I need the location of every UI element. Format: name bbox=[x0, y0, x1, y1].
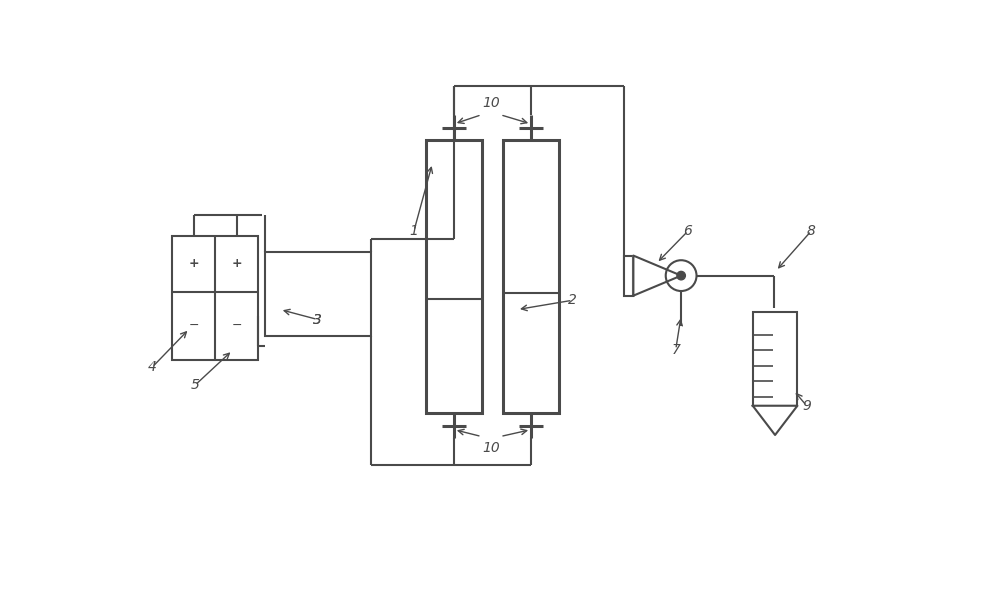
Text: 7: 7 bbox=[671, 343, 680, 356]
Polygon shape bbox=[633, 255, 681, 296]
Bar bbox=[172, 237, 258, 359]
Text: +: + bbox=[232, 257, 242, 270]
Bar bbox=[265, 252, 371, 336]
Text: 2: 2 bbox=[568, 293, 577, 307]
Circle shape bbox=[677, 271, 685, 280]
Bar bbox=[503, 140, 559, 414]
Text: 1: 1 bbox=[410, 224, 418, 238]
Bar bbox=[624, 255, 633, 296]
Text: 4: 4 bbox=[148, 360, 157, 374]
Text: −: − bbox=[188, 319, 199, 332]
Polygon shape bbox=[753, 406, 797, 435]
Text: 3: 3 bbox=[313, 313, 322, 326]
Bar bbox=[426, 140, 482, 414]
Text: 9: 9 bbox=[802, 399, 811, 413]
Text: 10: 10 bbox=[482, 441, 500, 455]
Text: 5: 5 bbox=[191, 378, 200, 392]
Text: +: + bbox=[188, 257, 199, 270]
Text: 8: 8 bbox=[807, 224, 816, 238]
Bar bbox=[753, 312, 797, 406]
Text: −: − bbox=[232, 319, 242, 332]
Text: 6: 6 bbox=[684, 224, 692, 238]
Text: 3: 3 bbox=[313, 313, 322, 326]
Text: 10: 10 bbox=[482, 96, 500, 110]
